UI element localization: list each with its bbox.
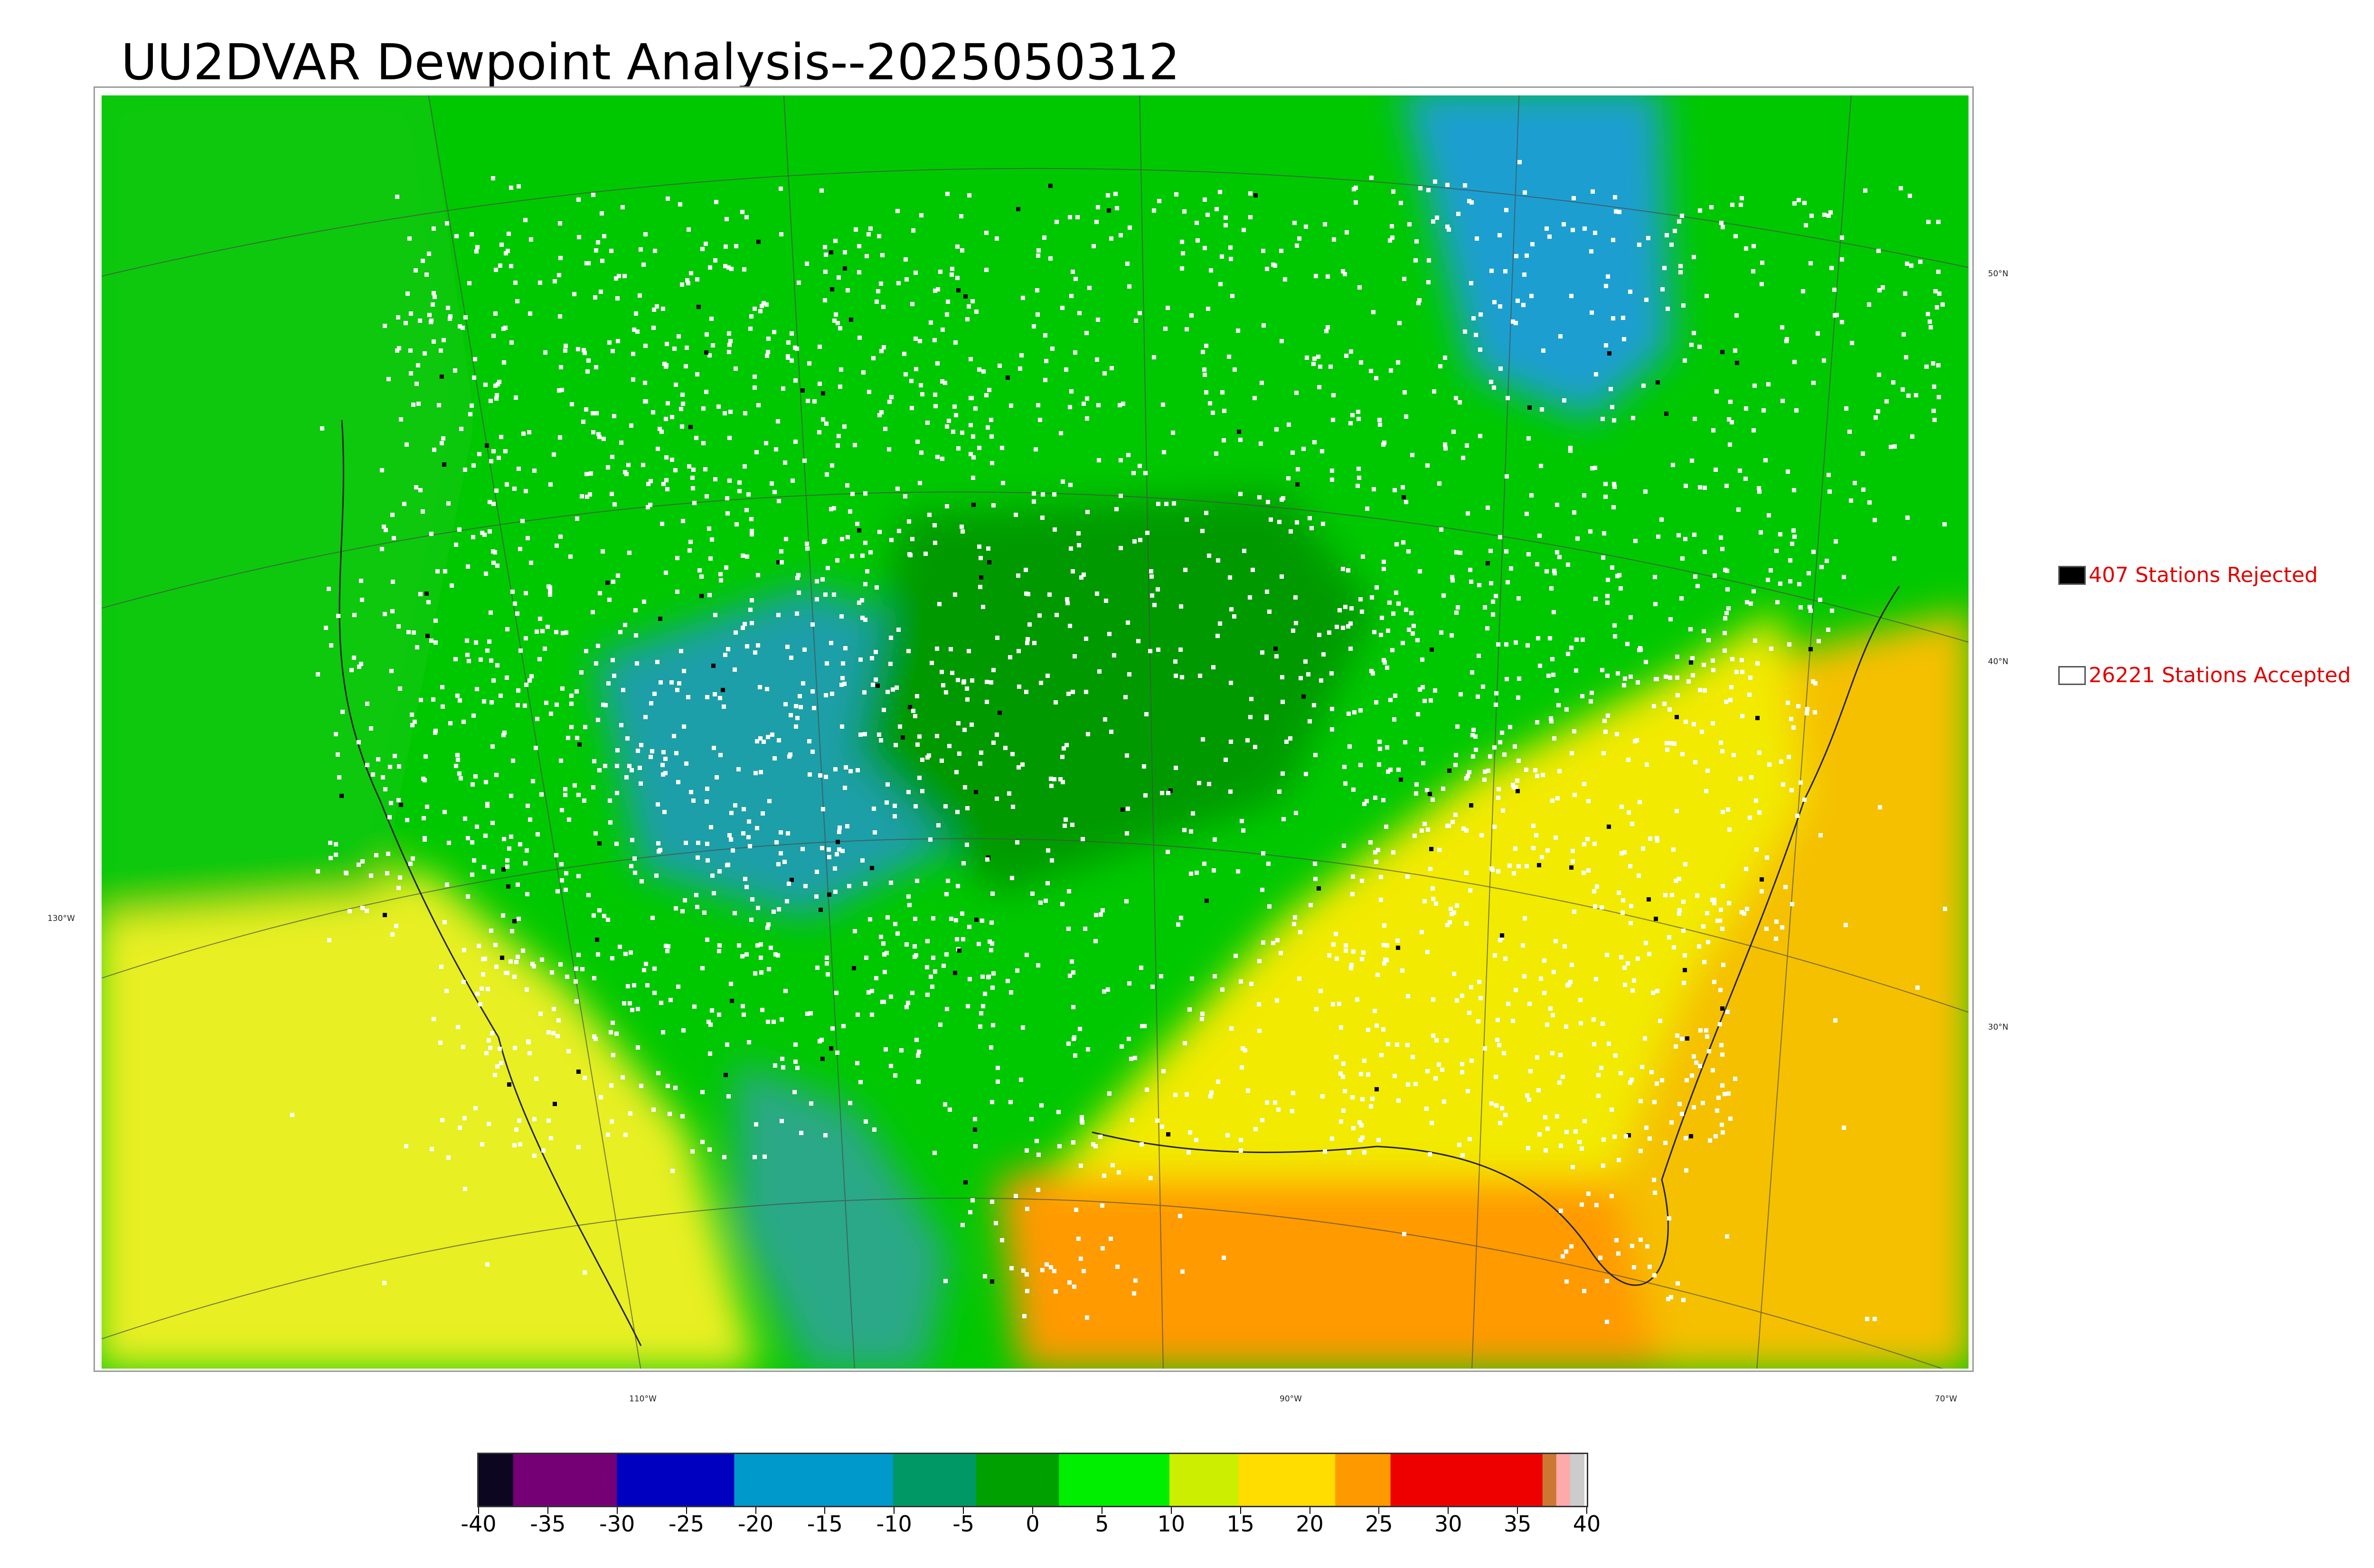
colorbar-segment: [617, 1454, 735, 1506]
station-markers: [290, 160, 1947, 1324]
page-title: UU2DVAR Dewpoint Analysis--2025050312: [121, 33, 1180, 91]
lon-label-130: 130°W: [47, 914, 75, 923]
graticule: [102, 95, 1969, 1369]
legend-accepted: 26221 Stations Accepted: [2058, 663, 2351, 687]
colorbar-segment: [893, 1454, 977, 1506]
lon-label-70: 70°W: [1935, 1394, 1957, 1404]
colorbar-tick: [547, 1507, 548, 1514]
colorbar-tick-label: 15: [1226, 1511, 1254, 1537]
colorbar-segment: [1556, 1454, 1571, 1506]
colorbar-tick: [1448, 1507, 1449, 1514]
colorbar-tick-label: -20: [737, 1511, 774, 1537]
map-panel: [94, 86, 1974, 1372]
colorbar-tick: [478, 1507, 479, 1514]
colorbar-tick-label: 0: [1026, 1511, 1040, 1537]
colorbar-tick: [1309, 1507, 1310, 1514]
colorbar-tick: [616, 1507, 618, 1514]
colorbar-tick: [1240, 1507, 1241, 1514]
plains-dry-region: [855, 491, 1377, 895]
colorbar-tick-label: 40: [1573, 1511, 1601, 1537]
lat-label-40: 40°N: [1988, 657, 2008, 667]
colorbar-tick: [1378, 1507, 1380, 1514]
colorbar-segment: [1390, 1454, 1543, 1506]
colorbar-tick: [824, 1507, 826, 1514]
colorbar-segment: [1169, 1454, 1239, 1506]
hudson-bay-dry-region: [1403, 95, 1671, 420]
rejected-swatch: [2058, 565, 2086, 585]
colorbar-tick-label: 30: [1434, 1511, 1462, 1537]
colorbar-tick-label: -15: [807, 1511, 843, 1537]
colorbar-tick: [1517, 1507, 1518, 1514]
colorbar-tick: [1586, 1507, 1587, 1514]
colorbar-segment: [1059, 1454, 1170, 1506]
colorbar-segment: [1335, 1454, 1391, 1506]
colorbar-tick-label: 35: [1503, 1511, 1532, 1537]
colorbar-segment: [1542, 1454, 1557, 1506]
colorbar-tick-label: 25: [1365, 1511, 1393, 1537]
colorbar-segment: [1570, 1454, 1585, 1506]
dewpoint-map: [102, 95, 1969, 1369]
colorbar-tick-label: 10: [1157, 1511, 1186, 1537]
colorbar-tick-label: -35: [530, 1511, 566, 1537]
colorbar-tick: [894, 1507, 895, 1514]
colorbar-tick-label: -5: [952, 1511, 975, 1537]
colorbar-segment: [479, 1454, 514, 1506]
colorbar-segment: [1238, 1454, 1336, 1506]
west-coast-region: [102, 95, 475, 918]
lon-label-110: 110°W: [629, 1394, 657, 1404]
lat-label-50: 50°N: [1988, 269, 2008, 279]
accepted-swatch: [2058, 666, 2086, 685]
gulf-region: [997, 1132, 1662, 1369]
colorbar-tick-label: 20: [1296, 1511, 1324, 1537]
coastline: [339, 420, 1900, 1346]
colorbar-tick-label: -10: [876, 1511, 912, 1537]
colorbar-tick-label: -30: [599, 1511, 635, 1537]
colorbar-tick: [1170, 1507, 1172, 1514]
pacific-warm-region: [102, 871, 759, 1369]
rejected-label: 407 Stations Rejected: [2089, 563, 2318, 587]
colorbar-segment: [976, 1454, 1060, 1506]
colorbar-tick: [686, 1507, 687, 1514]
colorbar-tick-label: -40: [461, 1511, 497, 1537]
colorbar-tick: [963, 1507, 964, 1514]
colorbar-segment: [734, 1454, 894, 1506]
mexico-dry-region: [736, 1061, 950, 1369]
colorbar-tick-label: 5: [1095, 1511, 1109, 1537]
colorbar-tick: [1032, 1507, 1033, 1514]
colorbar: [477, 1453, 1588, 1507]
lon-label-90: 90°W: [1280, 1394, 1302, 1404]
lat-label-30: 30°N: [1988, 1023, 2008, 1032]
accepted-label: 26221 Stations Accepted: [2089, 663, 2351, 687]
colorbar-tick-label: -25: [669, 1511, 705, 1537]
colorbar-segment: [513, 1454, 617, 1506]
legend-rejected: 407 Stations Rejected: [2058, 563, 2318, 587]
southeast-humid-region: [1045, 610, 1804, 1180]
colorbar-tick: [755, 1507, 756, 1514]
